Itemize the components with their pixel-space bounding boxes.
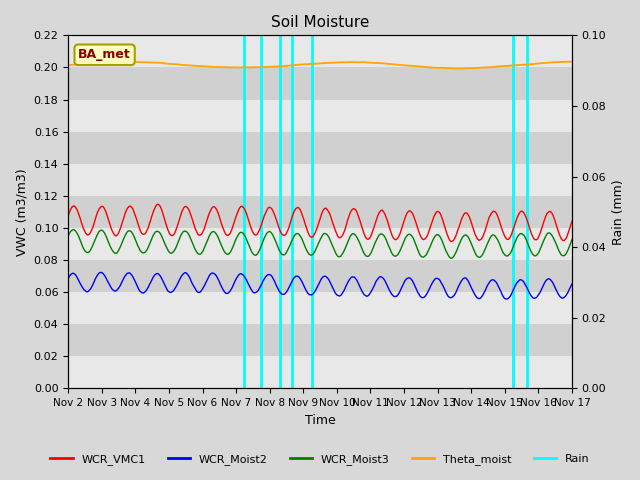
Bar	[68, 324, 572, 356]
Legend: WCR_VMC1, WCR_Moist2, WCR_Moist3, Theta_moist, Rain: WCR_VMC1, WCR_Moist2, WCR_Moist3, Theta_…	[46, 450, 594, 469]
Bar	[68, 36, 572, 67]
Y-axis label: Rain (mm): Rain (mm)	[612, 179, 625, 245]
Y-axis label: VWC (m3/m3): VWC (m3/m3)	[15, 168, 28, 256]
Bar	[68, 356, 572, 388]
Bar	[68, 196, 572, 228]
Bar	[68, 228, 572, 260]
Bar	[68, 292, 572, 324]
Title: Soil Moisture: Soil Moisture	[271, 15, 369, 30]
Bar	[68, 99, 572, 132]
Bar	[68, 67, 572, 99]
Bar	[68, 132, 572, 164]
Bar	[68, 164, 572, 196]
Bar	[68, 260, 572, 292]
Text: BA_met: BA_met	[78, 48, 131, 61]
X-axis label: Time: Time	[305, 414, 335, 427]
